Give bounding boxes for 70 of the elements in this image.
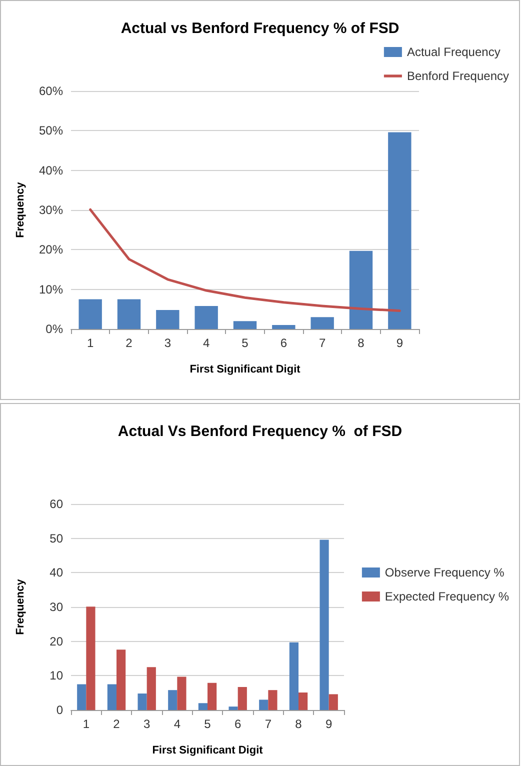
bar — [388, 132, 412, 329]
bar — [310, 317, 334, 329]
y-tick-label: 40% — [38, 163, 64, 178]
y-tick-label: 60% — [38, 84, 64, 98]
bar — [117, 299, 141, 329]
bar — [228, 706, 238, 710]
line-series — [89, 208, 401, 312]
x-tick-label: 5 — [242, 336, 249, 350]
legend-label: Observe Frequency % — [384, 566, 505, 580]
x-tick-label: 4 — [202, 336, 210, 350]
legend-label: Expected Frequency % — [384, 590, 510, 604]
y-tick-label: 40 — [50, 566, 64, 580]
bar — [272, 325, 296, 329]
x-tick-label: 5 — [204, 717, 212, 731]
bar — [146, 667, 156, 710]
x-tick-label: 6 — [280, 336, 288, 350]
bar — [320, 540, 329, 710]
legend-label: Actual Frequency — [406, 45, 500, 59]
bar — [238, 686, 247, 710]
bar — [177, 676, 186, 710]
bar — [86, 606, 96, 710]
y-tick-label: 0% — [46, 322, 64, 336]
y-tick-label: 20 — [50, 634, 64, 648]
bar — [116, 650, 126, 710]
x-tick-label: 4 — [174, 717, 181, 731]
y-axis-title: Frequency — [14, 181, 26, 238]
bar — [168, 690, 178, 710]
y-tick-label: 10 — [50, 668, 64, 683]
y-tick-label: 30% — [38, 203, 64, 217]
x-axis-title: First Significant Digit — [190, 364, 301, 376]
bar — [233, 321, 257, 329]
x-tick-label: 7 — [264, 717, 272, 731]
chart-title: Actual vs Benford Frequency % of FSD — [120, 20, 400, 37]
x-tick-label: 3 — [164, 336, 172, 350]
y-tick-label: 0 — [56, 703, 64, 717]
bar — [107, 684, 116, 710]
bar — [194, 306, 218, 329]
y-tick-label: 60 — [50, 497, 64, 511]
chart-title: Actual Vs Benford Frequency % of FSD — [118, 423, 402, 440]
y-tick-label: 20% — [38, 242, 64, 257]
y-tick-label: 50 — [50, 531, 64, 546]
x-tick-label: 7 — [318, 336, 326, 350]
x-tick-label: 8 — [295, 717, 302, 731]
y-axis-title: Frequency — [14, 578, 26, 635]
y-tick-label: 30 — [50, 600, 64, 614]
x-tick-label: 1 — [86, 336, 94, 350]
bar — [298, 692, 308, 710]
x-tick-label: 9 — [396, 336, 404, 350]
bar — [156, 310, 180, 329]
x-axis-title: First Significant Digit — [152, 744, 264, 756]
bar — [208, 682, 217, 710]
bar — [268, 690, 278, 710]
x-tick-label: 9 — [325, 717, 332, 731]
x-tick-label: 6 — [234, 717, 242, 731]
bar — [138, 694, 147, 710]
x-tick-label: 1 — [82, 717, 90, 731]
bar — [77, 684, 86, 710]
bar — [259, 700, 268, 710]
bar — [328, 694, 338, 710]
legend-label: Benford Frequency — [406, 69, 510, 83]
bar — [198, 703, 208, 710]
x-tick-label: 2 — [113, 717, 120, 731]
x-tick-label: 8 — [358, 336, 365, 350]
x-tick-label: 2 — [126, 336, 133, 350]
bar — [78, 299, 102, 329]
y-tick-label: 50% — [38, 124, 64, 138]
bar — [289, 642, 298, 710]
x-tick-label: 3 — [143, 717, 150, 731]
y-tick-label: 10% — [38, 282, 64, 296]
bar — [349, 250, 373, 329]
